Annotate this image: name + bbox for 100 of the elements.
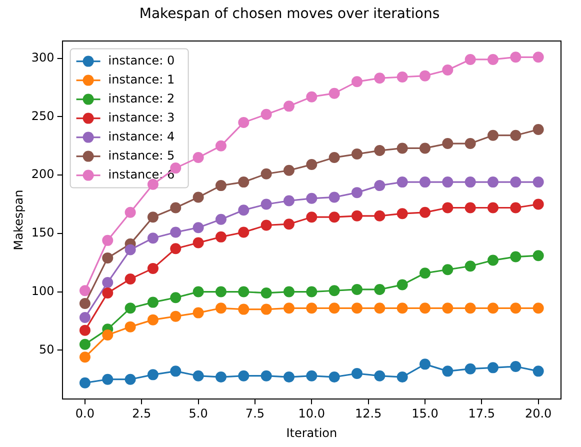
point [419,268,430,279]
point [283,302,294,314]
point [238,286,250,298]
point [396,208,408,220]
point [351,284,362,295]
point [192,192,204,203]
point [464,260,476,272]
x-tick-label: 20.0 [524,406,552,421]
point [238,117,250,128]
point [374,180,386,192]
point [532,250,544,262]
point [238,304,250,315]
point [442,366,454,377]
point [147,369,158,380]
point [79,285,90,296]
point [102,276,114,288]
point [487,302,498,314]
point [260,108,272,120]
point [487,202,498,214]
legend-label: instance: 0 [108,53,175,68]
point [510,302,522,314]
point [328,212,340,223]
point [351,76,362,88]
point [328,302,340,314]
point [170,310,182,322]
point [79,312,90,323]
point [487,130,498,141]
point [328,285,340,296]
point [442,64,454,76]
point [192,152,204,164]
point [532,124,544,136]
point [487,54,498,65]
point [532,366,544,377]
point [532,52,544,63]
point [351,210,362,222]
point [102,252,114,264]
point [238,204,250,216]
legend-label: instance: 5 [108,148,175,162]
point [170,292,182,304]
point [374,284,386,295]
point [464,138,476,150]
point [487,254,498,266]
point [79,377,90,388]
point [396,142,408,154]
point [147,262,158,274]
point [102,287,114,298]
point [328,192,340,203]
point [374,72,386,84]
point [124,206,136,218]
point [283,100,294,112]
point [283,164,294,176]
point [510,52,522,63]
point [532,176,544,188]
point [283,286,294,298]
legend-label: instance: 3 [108,110,175,124]
point [215,214,226,225]
point [351,368,362,380]
point [442,176,454,188]
point [396,302,408,314]
point [124,273,136,284]
point [306,192,318,204]
point [283,195,294,206]
point [215,140,226,152]
y-tick-label: 100 [31,284,54,298]
point [215,231,226,242]
point [351,302,362,314]
y-tick-label: 200 [31,167,54,182]
point [170,366,182,377]
point [124,374,136,385]
point [192,286,204,298]
point [306,212,318,223]
x-tick-label: 17.5 [468,406,496,421]
point [283,218,294,230]
point [306,302,318,314]
point [79,324,90,336]
point [510,130,522,141]
point [147,212,158,223]
x-tick-label: 2.5 [132,406,152,421]
point [328,88,340,99]
point [532,302,544,314]
point [510,176,522,188]
point [464,54,476,65]
point [464,363,476,374]
point [419,142,430,154]
x-tick-label: 7.5 [245,406,265,421]
x-tick-label: 15.0 [412,406,438,421]
x-axis-title: Iteration [286,426,338,440]
point [238,176,250,188]
x-tick-label: 12.5 [354,406,382,421]
y-tick-label: 250 [31,108,54,123]
point [374,370,386,382]
point [215,286,226,298]
y-axis-title: Makespan [11,190,26,250]
point [260,198,272,210]
y-tick-label: 150 [31,226,54,240]
legend-label: instance: 2 [108,91,175,106]
point [79,352,90,363]
point [124,321,136,332]
point [419,176,430,188]
point [306,91,318,102]
